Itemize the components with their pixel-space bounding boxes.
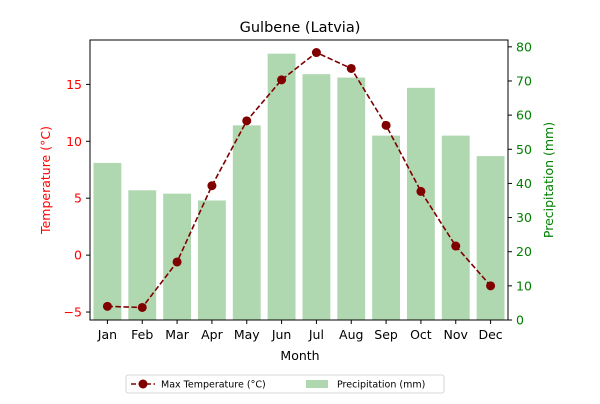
temperature-point-feb <box>137 302 147 312</box>
precipitation-bar-apr <box>197 200 226 320</box>
axes-layer: −5 0 5 10 15 0 10 20 30 40 50 60 70 80 Jan Feb Mar Apr May… <box>64 39 532 342</box>
x-tick-label-jun: Jun <box>271 327 292 342</box>
y-left-tick-label: 5 <box>74 191 82 206</box>
x-tick-label-dec: Dec <box>478 327 502 342</box>
precipitation-bar-jan <box>93 162 122 320</box>
y-right-tick-label: 60 <box>516 108 532 123</box>
precipitation-bar-nov <box>441 135 470 320</box>
chart-title: Gulbene (Latvia) <box>240 20 361 36</box>
x-tick-label-mar: Mar <box>165 327 189 342</box>
precipitation-bar-sep <box>372 135 401 320</box>
line-layer <box>102 48 496 312</box>
y-right-tick-label: 50 <box>516 142 532 157</box>
x-tick-label-jul: Jul <box>308 327 324 342</box>
precipitation-bar-dec <box>476 156 505 320</box>
temperature-line <box>107 51 492 309</box>
legend-precipitation-swatch <box>306 380 328 388</box>
precipitation-bar-jun <box>267 53 296 320</box>
y-right-tick-label: 40 <box>516 176 532 191</box>
x-tick-label-apr: Apr <box>201 327 223 342</box>
plot-frame <box>89 39 509 321</box>
temperature-point-jul <box>311 48 321 58</box>
temperature-point-aug <box>346 63 356 73</box>
x-tick-label-nov: Nov <box>444 327 469 342</box>
y-right-tick-label: 0 <box>516 313 524 328</box>
precipitation-bar-jul <box>302 74 331 321</box>
temperature-point-dec <box>486 281 496 291</box>
temperature-point-jun <box>277 75 287 85</box>
legend-temperature-label: Max Temperature (°C) <box>161 380 266 391</box>
temperature-point-jan <box>102 301 112 311</box>
precipitation-bar-feb <box>128 190 157 320</box>
legend-frame <box>125 374 445 394</box>
x-tick-label-may: May <box>234 327 260 342</box>
y-right-tick-label: 80 <box>516 39 532 54</box>
y-right-tick-label: 70 <box>516 73 532 88</box>
y-left-tick-label: 10 <box>66 134 82 149</box>
temperature-point-nov <box>451 241 461 251</box>
x-tick-label-sep: Sep <box>374 327 398 342</box>
y-right-tick-label: 10 <box>516 278 532 293</box>
precipitation-bar-oct <box>406 87 435 321</box>
precipitation-bar-aug <box>337 77 366 320</box>
x-tick-label-aug: Aug <box>339 327 363 342</box>
x-tick-label-oct: Oct <box>410 327 432 342</box>
x-tick-label-jan: Jan <box>97 327 117 342</box>
y-left-tick-label: 15 <box>66 77 82 92</box>
x-axis-label: Month <box>280 348 319 363</box>
temperature-point-oct <box>416 186 426 196</box>
temperature-point-may <box>242 116 252 126</box>
y-left-tick-label: 0 <box>74 248 82 263</box>
legend: Max Temperature (°C) Precipitation (mm) <box>125 374 445 394</box>
precipitation-bar-mar <box>163 193 192 320</box>
y-right-tick-label: 20 <box>516 244 532 259</box>
y-axis-right-label: Precipitation (mm) <box>541 122 556 238</box>
temperature-point-apr <box>207 181 217 191</box>
legend-precipitation-label: Precipitation (mm) <box>337 380 425 391</box>
temperature-point-mar <box>172 257 182 267</box>
precipitation-bar-may <box>232 125 261 321</box>
legend-temperature-marker <box>138 379 148 389</box>
x-tick-label-feb: Feb <box>131 327 153 342</box>
bars-layer <box>93 53 505 321</box>
temperature-point-sep <box>381 120 391 130</box>
y-left-tick-label: −5 <box>64 305 82 320</box>
y-right-tick-label: 30 <box>516 210 532 225</box>
y-axis-left-label: Temperature (°C) <box>38 126 53 235</box>
